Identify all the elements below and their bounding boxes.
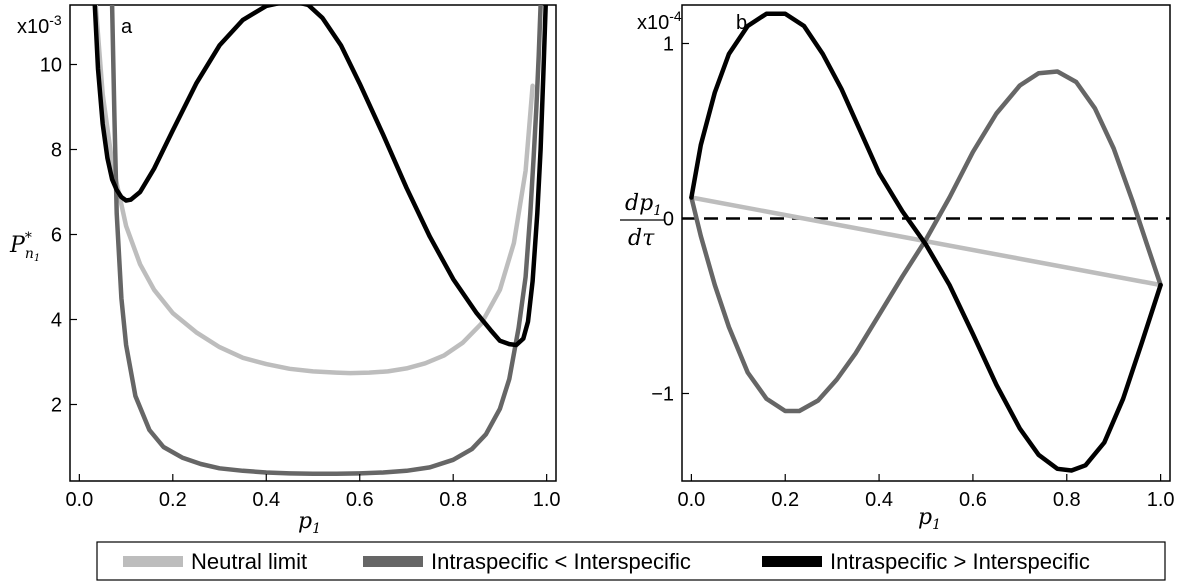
- panel-b-y-tick-label: 0: [663, 209, 674, 231]
- panel-a-x-axis-label: p1: [298, 509, 321, 537]
- panel-b-y-label-denominator: dτ: [628, 226, 655, 251]
- panel-b-x-ticks: 0.0 0.2 0.4 0.6 0.8 1.0: [677, 474, 1175, 511]
- panel-b-x-tick-label: 0.0: [677, 489, 705, 511]
- panel-a-series-intraspecific-greater-than-interspecific: [92, 5, 548, 348]
- panel-b-series-intraspecific-greater-than-interspecific: [689, 11, 1163, 473]
- legend-box: [96, 541, 1166, 581]
- legend: Neutral limit Intraspecific < Interspeci…: [96, 541, 1166, 581]
- panel-a-y-ticks: 2 4 6 8 10: [40, 55, 77, 417]
- panel-a: 0.0 0.2 0.4 0.6 0.8 1.0 2 4 6 8 10 a x10-3 P* n1 p…: [9, 4, 561, 537]
- panel-b-series-intraspecific-less-than-interspecific: [689, 69, 1163, 414]
- legend-swatch-intra-greater-than-inter: [762, 556, 822, 567]
- legend-label-intra-greater-than-inter: Intraspecific > Interspecific: [830, 549, 1090, 574]
- panel-a-series-neutral-limit: [93, 5, 535, 376]
- panel-b-label: b: [736, 12, 747, 34]
- panel-a-x-tick-label: 0.0: [65, 489, 93, 511]
- panel-b-scale-label: x10-4: [637, 8, 682, 34]
- panel-a-x-tick-label: 1.0: [533, 489, 561, 511]
- panel-b-y-tick-label: 1: [663, 34, 674, 56]
- panel-a-x-tick-label: 0.2: [159, 489, 187, 511]
- panel-a-y-axis-label: P* n1: [9, 230, 40, 264]
- panel-b-x-tick-label: 0.6: [959, 489, 987, 511]
- panel-a-x-tick-label: 0.8: [439, 489, 467, 511]
- panel-b-x-tick-label: 0.4: [865, 489, 893, 511]
- legend-entry-intra-less-than-inter: Intraspecific < Interspecific: [363, 549, 691, 574]
- legend-entry-neutral-limit: Neutral limit: [123, 549, 307, 574]
- panel-a-y-tick-label: 10: [40, 55, 62, 77]
- panel-a-frame: [69, 4, 557, 482]
- panel-b-x-axis-label: p1: [918, 505, 941, 533]
- legend-entry-intra-greater-than-inter: Intraspecific > Interspecific: [762, 549, 1090, 574]
- panel-a-x-tick-label: 0.6: [346, 489, 374, 511]
- panel-b-y-axis-label: dp1 dτ: [620, 191, 664, 251]
- panel-b-series: [689, 11, 1163, 473]
- panel-a-y-tick-label: 8: [51, 140, 62, 162]
- panel-b-x-tick-label: 1.0: [1147, 489, 1175, 511]
- panel-a-y-tick-label: 4: [51, 310, 62, 332]
- legend-label-neutral-limit: Neutral limit: [191, 549, 307, 574]
- panel-a-y-tick-label: 2: [51, 395, 62, 417]
- panel-a-series: [92, 5, 548, 477]
- panel-a-y-tick-label: 6: [51, 225, 62, 247]
- panel-b-frame: [681, 4, 1171, 482]
- legend-swatch-intra-less-than-inter: [363, 556, 423, 567]
- panel-b-y-ticks: −1 0 1: [651, 34, 689, 406]
- panel-a-scale-label: x10-3: [17, 12, 62, 38]
- panel-a-series-intraspecific-less-than-interspecific: [109, 5, 543, 477]
- panel-b-y-tick-label: −1: [651, 384, 674, 406]
- legend-swatch-neutral-limit: [123, 556, 183, 567]
- panel-b-x-tick-label: 0.2: [771, 489, 799, 511]
- panel-b-x-tick-label: 0.8: [1053, 489, 1081, 511]
- panel-a-x-ticks: 0.0 0.2 0.4 0.6 0.8 1.0: [65, 474, 561, 511]
- panel-b: 0.0 0.2 0.4 0.6 0.8 1.0 −1 0 1 b x10-4 dp1 dτ p…: [620, 4, 1175, 533]
- panel-a-x-tick-label: 0.4: [252, 489, 280, 511]
- legend-label-intra-less-than-inter: Intraspecific < Interspecific: [431, 549, 691, 574]
- panel-b-y-label-numerator: dp1: [625, 191, 662, 219]
- panel-a-label: a: [121, 16, 133, 38]
